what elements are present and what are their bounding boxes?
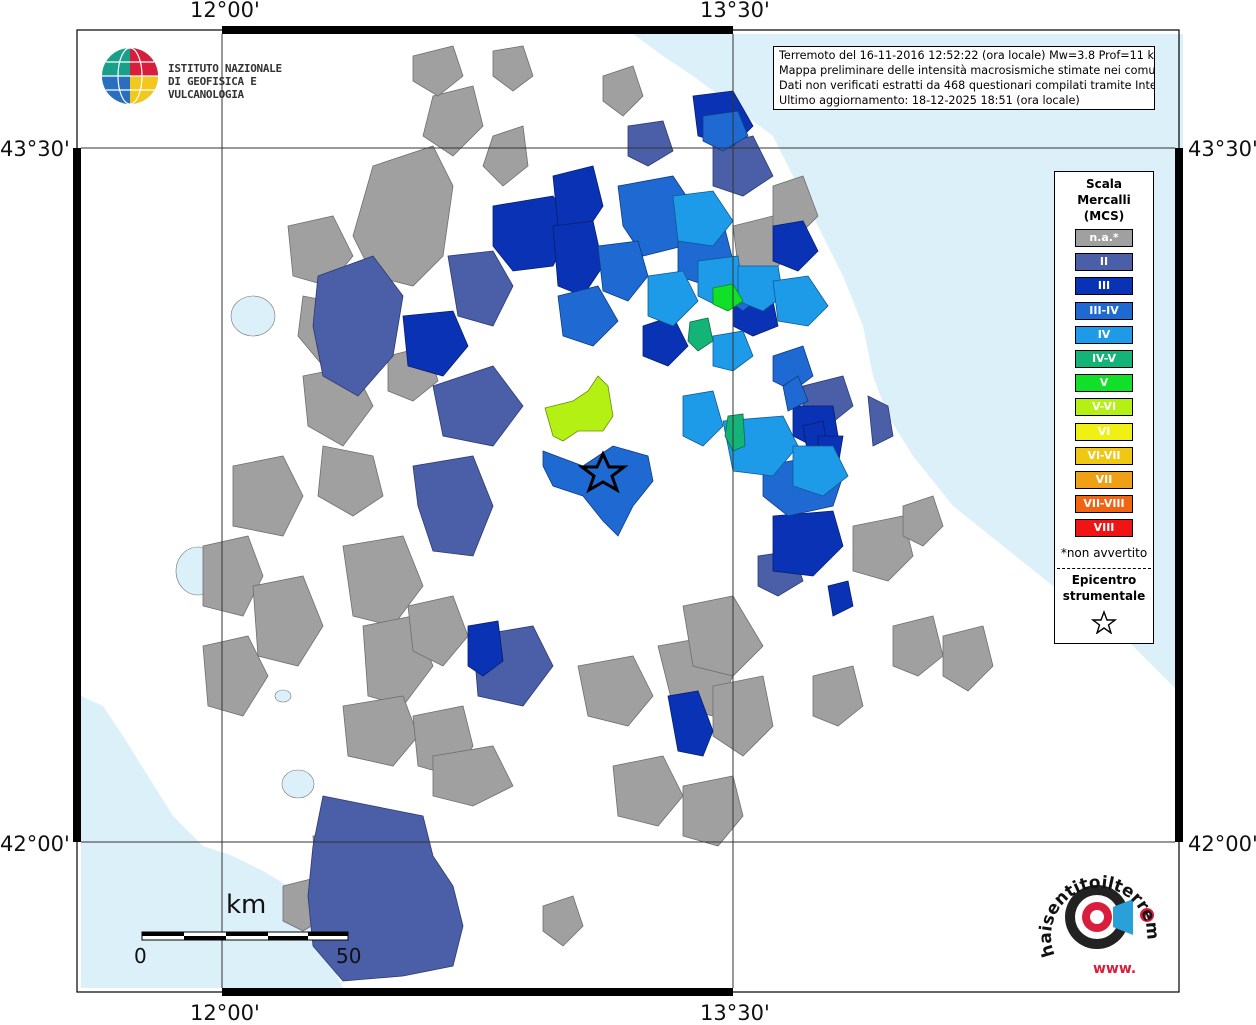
- legend-class-8: VI: [1075, 422, 1133, 441]
- lon-label-top-right: 13°30': [700, 0, 770, 22]
- epicentre-star-icon: [1091, 610, 1117, 634]
- info-line-1: Terremoto del 16-11-2016 12:52:22 (ora l…: [779, 49, 1155, 62]
- epicentre-star: [577, 450, 629, 494]
- legend-class-10: VII: [1075, 471, 1133, 489]
- legend-class-11: VII-VIII: [1075, 495, 1133, 514]
- scale-min-label: 0: [134, 944, 147, 968]
- legend-class-1: II: [1075, 253, 1133, 272]
- legend-separator: [1057, 568, 1151, 569]
- legend-title-1: Scala: [1085, 177, 1123, 191]
- frame-ticks: [73, 26, 1183, 996]
- legend-epicentre-1: Epicentro: [1071, 573, 1137, 587]
- graticule: [81, 34, 1175, 988]
- municipalities-v-vi: [544, 375, 614, 442]
- municipalities-iii-iv: [542, 110, 844, 537]
- lat-label-bottom-right: 42°00': [1188, 832, 1256, 856]
- scale-unit: km: [226, 890, 267, 920]
- legend-epicentre-2: strumentale: [1062, 589, 1146, 603]
- tyrrhenian-sea: [81, 696, 343, 988]
- ingv-globe-icon: [102, 47, 158, 105]
- info-line-4: Ultimo aggiornamento: 18-12-2025 18:51 (…: [779, 94, 1080, 107]
- event-info-box: Terremoto del 16-11-2016 12:52:22 (ora l…: [773, 46, 1155, 110]
- hst-logo-prefix: www.: [1093, 961, 1136, 977]
- lon-label-top-left: 12°00': [190, 0, 260, 22]
- hst-logo-graphic: ? haisentitoilterremoto.it www.: [1029, 840, 1162, 977]
- legend-note: *non avvertito: [1060, 546, 1148, 560]
- lake-bracciano: [281, 769, 315, 799]
- lon-label-bottom-left: 12°00': [190, 1001, 260, 1025]
- svg-text:?: ?: [1144, 911, 1150, 922]
- lon-label-bottom-right: 13°30': [700, 1001, 770, 1025]
- ingv-line-2: DI GEOFISICA E VULCANOLOGIA: [168, 75, 257, 101]
- lat-label-top-left: 43°30': [0, 137, 70, 161]
- info-line-3: Dati non verificati estratti da 468 ques…: [779, 79, 1155, 92]
- legend-class-5: IV-V: [1075, 350, 1133, 368]
- ingv-logo: ISTITUTO NAZIONALE DI GEOFISICA E VULCAN…: [100, 46, 320, 110]
- intensity-map: [73, 26, 1183, 996]
- legend-class-3: III-IV: [1075, 301, 1133, 320]
- legend-class-2: III: [1075, 277, 1133, 296]
- municipalities-v: [712, 283, 744, 312]
- legend-class-6: V: [1075, 374, 1133, 393]
- lat-label-top-right: 43°30': [1188, 137, 1256, 161]
- legend-class-12: VIII: [1075, 519, 1133, 538]
- municipalities-iv-v: [687, 317, 746, 452]
- scale-bar: km 0 50: [130, 890, 370, 970]
- mcs-legend: Scala Mercalli (MCS) n.a.* II III III-IV IV I…: [1054, 171, 1154, 644]
- adriatic-sea: [633, 34, 1183, 696]
- lake-vico: [274, 689, 292, 703]
- scale-bar-graphic: [141, 931, 349, 941]
- legend-class-0: n.a.*: [1075, 229, 1133, 247]
- lat-label-bottom-left: 42°00': [0, 832, 70, 856]
- legend-title-3: (MCS): [1083, 209, 1125, 223]
- legend-class-4: IV: [1075, 325, 1133, 344]
- map-canvas: [73, 26, 1183, 996]
- municipalities-na: [202, 45, 994, 947]
- info-line-2: Mappa preliminare delle intensità macros…: [779, 64, 1155, 77]
- legend-title-2: Mercalli: [1077, 193, 1131, 207]
- municipalities-iv: [647, 190, 849, 497]
- haisentitoilterremoto-logo: ? haisentitoilterremoto.it www.: [1029, 840, 1165, 980]
- legend-class-9: VI-VII: [1075, 446, 1133, 465]
- legend-class-7: V-VI: [1075, 398, 1133, 417]
- scale-max-label: 50: [336, 944, 362, 968]
- ingv-line-1: ISTITUTO NAZIONALE: [168, 62, 282, 75]
- lake-trasimeno: [230, 295, 276, 337]
